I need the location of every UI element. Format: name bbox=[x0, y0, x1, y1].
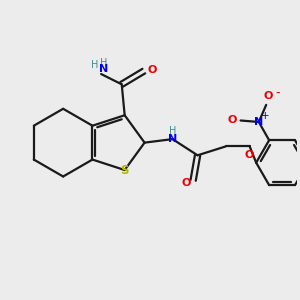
Text: O: O bbox=[147, 64, 157, 75]
Text: H: H bbox=[91, 60, 98, 70]
Text: O: O bbox=[182, 178, 191, 188]
Text: N: N bbox=[99, 64, 108, 74]
Text: O: O bbox=[264, 91, 273, 101]
Text: H: H bbox=[169, 126, 176, 136]
Text: S: S bbox=[120, 164, 129, 177]
Text: O: O bbox=[245, 150, 254, 160]
Text: O: O bbox=[228, 116, 237, 125]
Text: N: N bbox=[254, 117, 263, 127]
Text: +: + bbox=[261, 111, 270, 121]
Text: -: - bbox=[275, 86, 280, 99]
Text: H: H bbox=[100, 58, 108, 68]
Text: N: N bbox=[168, 134, 177, 144]
